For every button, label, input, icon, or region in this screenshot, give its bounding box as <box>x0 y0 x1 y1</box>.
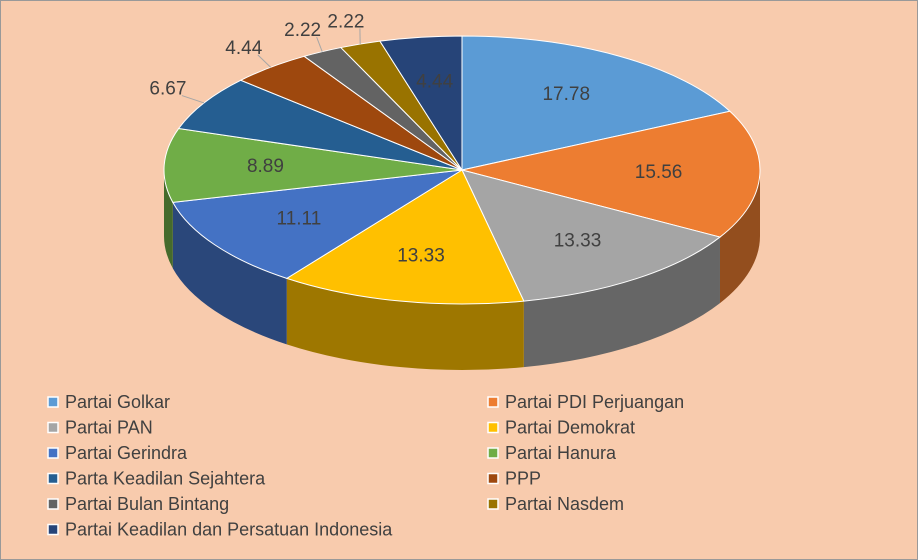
legend-swatch <box>47 523 59 536</box>
slice <box>461 110 761 238</box>
legend-label: Partai Nasdem <box>505 494 624 514</box>
legend-label: Partai Gerindra <box>65 443 188 463</box>
slice-side <box>523 237 720 368</box>
slice <box>163 127 463 203</box>
legend-label: Partai Golkar <box>65 392 170 412</box>
legend-swatch <box>47 472 59 485</box>
legend-label: Parta Keadilan Sejahtera <box>65 468 266 488</box>
slice <box>177 79 463 171</box>
leader-line <box>316 36 323 52</box>
legend-label: PPP <box>505 468 541 488</box>
data-label: 15.56 <box>635 162 683 183</box>
data-label: 6.67 <box>149 79 186 100</box>
slice-side <box>172 202 287 345</box>
data-label: 4.44 <box>225 38 262 59</box>
legend-label: Partai Keadilan dan Persatuan Indonesia <box>65 519 393 539</box>
legend-label: Partai PDI Perjuangan <box>505 392 684 412</box>
slice <box>461 35 731 171</box>
slice <box>461 169 722 302</box>
legend-swatch <box>487 421 499 434</box>
legend-swatch <box>47 396 59 408</box>
legend-swatch <box>47 421 59 434</box>
data-label: 8.89 <box>247 156 284 177</box>
legend-swatch <box>47 447 59 459</box>
legend-swatch <box>47 498 59 510</box>
slice <box>285 169 525 305</box>
data-label: 4.44 <box>416 71 453 92</box>
legend-swatch <box>487 472 499 485</box>
legend-label: Partai Hanura <box>505 443 617 463</box>
data-label: 11.11 <box>277 208 322 229</box>
slice <box>379 35 463 172</box>
slice-side <box>719 170 760 304</box>
leader-line <box>181 95 205 104</box>
data-label: 2.22 <box>284 20 321 41</box>
legend-swatch <box>487 396 499 408</box>
slice-side <box>286 278 524 370</box>
data-label: 13.33 <box>397 246 445 267</box>
legend-label: Partai Bulan Bintang <box>65 494 229 514</box>
data-label: 17.78 <box>542 84 590 105</box>
slice <box>172 169 463 279</box>
legend-label: Partai PAN <box>65 417 153 437</box>
legend-label: Partai Demokrat <box>505 417 635 437</box>
legend-swatch <box>487 447 499 459</box>
data-label: 2.22 <box>327 11 364 32</box>
data-label: 13.33 <box>554 231 602 252</box>
slice-side <box>164 170 173 269</box>
legend-swatch <box>487 498 499 510</box>
leader-line <box>257 54 271 68</box>
